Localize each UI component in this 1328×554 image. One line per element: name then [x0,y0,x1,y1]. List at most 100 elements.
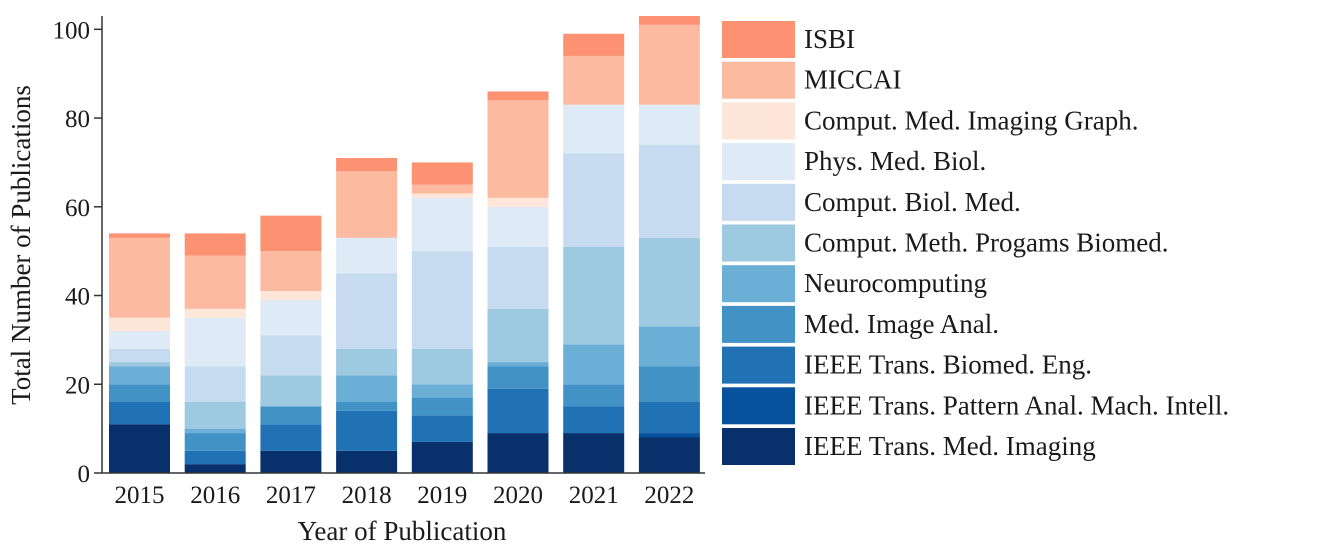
bar-segment-2019-comput-biol-med [411,251,473,349]
bar-segment-2015-neurocomputing [109,366,170,385]
legend-swatch [722,21,795,58]
bar-segment-2022-ieee-trans-pattern-anal-mach-intell [638,433,700,438]
bar-segment-2020-phys-med-biol [487,206,549,247]
bar-segment-2018-miccai [336,171,398,238]
bar-segment-2022-miccai [638,24,700,105]
bar-segment-2021-comput-biol-med [563,153,625,247]
bar-segment-2016-comput-med-imaging-graph [184,308,246,318]
bar-segment-2016-phys-med-biol [184,317,246,367]
bar-segment-2016-ieee-trans-med-imaging [184,464,246,473]
bar-segment-2021-neurocomputing [563,344,625,385]
bar-segment-2015-ieee-trans-med-imaging [109,424,170,473]
x-axis-title: Year of Publication [298,516,507,546]
bar-segment-2022-neurocomputing [638,326,700,367]
bar-segment-2022-comput-meth-progams-biomed [638,237,700,327]
bar-segment-2020-med-image-anal [487,366,549,389]
bars-layer [109,16,700,473]
bar-segment-2017-isbi [260,215,322,252]
bar-segment-2018-med-image-anal [336,402,398,411]
legend-label: Comput. Biol. Med. [804,187,1021,217]
x-tick-label: 2019 [417,482,467,509]
legend-swatch [722,265,795,303]
bar-segment-2019-miccai [411,184,473,194]
bar-segment-2019-phys-med-biol [411,197,473,252]
bar-segment-2020-ieee-trans-med-imaging [487,433,549,473]
bar-segment-2019-med-image-anal [411,397,473,416]
bar-segment-2018-phys-med-biol [336,237,398,274]
legend-label: ISBI [804,24,855,54]
y-tick-label: 40 [65,284,90,311]
y-tick-label: 20 [65,372,90,399]
bar-segment-2021-isbi [563,33,625,56]
legend-swatch [722,428,795,465]
bar-segment-2021-med-image-anal [563,384,625,407]
bar-segment-2016-isbi [184,233,246,256]
bar-segment-2022-comput-biol-med [638,144,700,238]
bar-segment-2017-miccai [260,251,322,292]
bar-segment-2021-ieee-trans-biomed-eng [563,406,625,434]
bar-segment-2019-comput-meth-progams-biomed [411,348,473,385]
bar-segment-2022-phys-med-biol [638,104,700,145]
legend-swatch [722,61,795,99]
legend-swatch [722,183,795,221]
bar-segment-2020-comput-meth-progams-biomed [487,308,549,363]
y-tick-label: 0 [78,461,91,488]
bar-segment-2017-comput-med-imaging-graph [260,291,322,300]
legend-label: IEEE Trans. Biomed. Eng. [804,350,1092,380]
x-tick-label: 2015 [115,482,165,509]
legend-label: IEEE Trans. Med. Imaging [804,431,1096,461]
x-tick-label: 2016 [190,482,240,509]
bar-segment-2022-med-image-anal [638,366,700,403]
bar-segment-2020-miccai [487,100,549,198]
bar-segment-2021-phys-med-biol [563,104,625,154]
bar-segment-2019-neurocomputing [411,384,473,398]
bar-segment-2016-comput-biol-med [184,366,246,403]
bar-segment-2015-comput-meth-progams-biomed [109,362,170,367]
bar-segment-2019-comput-med-imaging-graph [411,193,473,198]
legend-label: Neurocomputing [804,268,987,298]
x-tick-label: 2017 [266,482,316,509]
legend-label: Phys. Med. Biol. [804,146,986,176]
legend-label: Comput. Med. Imaging Graph. [804,105,1138,135]
bar-segment-2021-ieee-trans-med-imaging [563,433,625,473]
bar-segment-2017-ieee-trans-med-imaging [260,450,322,473]
bar-segment-2015-comput-biol-med [109,348,170,363]
bar-segment-2017-comput-biol-med [260,335,322,376]
bar-segment-2019-isbi [411,162,473,185]
bar-segment-2020-isbi [487,91,549,101]
legend-swatch [722,102,795,140]
bar-segment-2015-ieee-trans-biomed-eng [109,402,170,425]
legend-swatch [722,346,795,384]
bar-segment-2018-ieee-trans-biomed-eng [336,410,398,451]
bar-segment-2018-comput-meth-progams-biomed [336,348,398,376]
x-tick-label: 2022 [644,482,694,509]
bar-segment-2021-miccai [563,55,625,105]
y-tick-label: 100 [53,17,91,44]
bar-segment-2015-phys-med-biol [109,331,170,349]
bar-segment-2018-comput-biol-med [336,273,398,349]
bar-segment-2017-phys-med-biol [260,299,322,336]
x-tick-label: 2018 [342,482,392,509]
legend-label: Med. Image Anal. [804,309,999,339]
bar-segment-2017-ieee-trans-biomed-eng [260,424,322,451]
y-axis-title: Total Number of Publications [6,85,36,405]
legend-label: IEEE Trans. Pattern Anal. Mach. Intell. [804,390,1229,420]
bar-segment-2015-miccai [109,237,170,318]
bar-segment-2020-neurocomputing [487,362,549,367]
legend: ISBI MICCAI Comput. Med. Imaging Graph. Phy… [722,21,1229,465]
bar-segment-2018-ieee-trans-med-imaging [336,450,398,473]
bar-segment-2021-comput-meth-progams-biomed [563,246,625,345]
bar-segment-2019-ieee-trans-biomed-eng [411,415,473,442]
legend-label: Comput. Meth. Progams Biomed. [804,228,1169,258]
bar-segment-2020-ieee-trans-biomed-eng [487,388,549,434]
x-tick-label: 2020 [493,482,543,509]
y-tick-label: 80 [65,106,90,133]
bar-segment-2020-comput-biol-med [487,246,549,309]
x-ticks: 2015 2016 2017 2018 2019 2020 2021 2022 [115,482,695,509]
legend-swatch [722,143,795,181]
bar-segment-2017-med-image-anal [260,406,322,425]
legend-swatch [722,305,795,343]
bar-segment-2016-med-image-anal [184,433,246,451]
y-ticks: 0 20 40 60 80 100 [53,17,102,488]
bar-segment-2020-comput-med-imaging-graph [487,197,549,207]
